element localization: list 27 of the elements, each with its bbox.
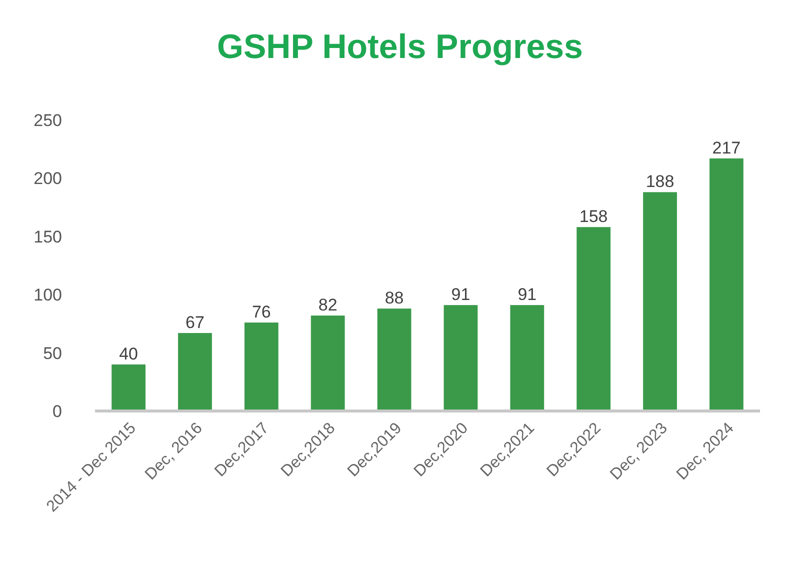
data-label: 217	[712, 138, 741, 158]
y-tick-label: 150	[34, 227, 62, 246]
y-tick-label: 200	[34, 169, 62, 188]
data-label: 91	[518, 285, 537, 304]
bar	[576, 227, 611, 411]
data-label: 82	[318, 296, 338, 315]
data-label: 91	[451, 285, 470, 304]
bar	[377, 308, 412, 411]
data-label: 188	[646, 172, 674, 192]
data-label: 40	[119, 344, 138, 364]
bar	[244, 322, 278, 411]
bar	[112, 364, 146, 411]
bar	[643, 192, 677, 411]
bar	[178, 333, 212, 411]
y-tick-label: 0	[52, 402, 62, 421]
y-tick-label: 250	[34, 111, 62, 130]
y-tick-label: 100	[34, 286, 62, 305]
data-label: 67	[186, 313, 204, 332]
chart-title: GSHP Hotels Progress	[217, 28, 583, 66]
y-tick-label: 50	[43, 344, 62, 363]
bar	[710, 158, 744, 411]
data-label: 76	[252, 302, 271, 322]
data-label: 158	[579, 207, 608, 226]
bar	[510, 305, 544, 411]
data-label: 88	[384, 288, 404, 308]
bar	[310, 316, 345, 411]
bar	[444, 305, 478, 411]
